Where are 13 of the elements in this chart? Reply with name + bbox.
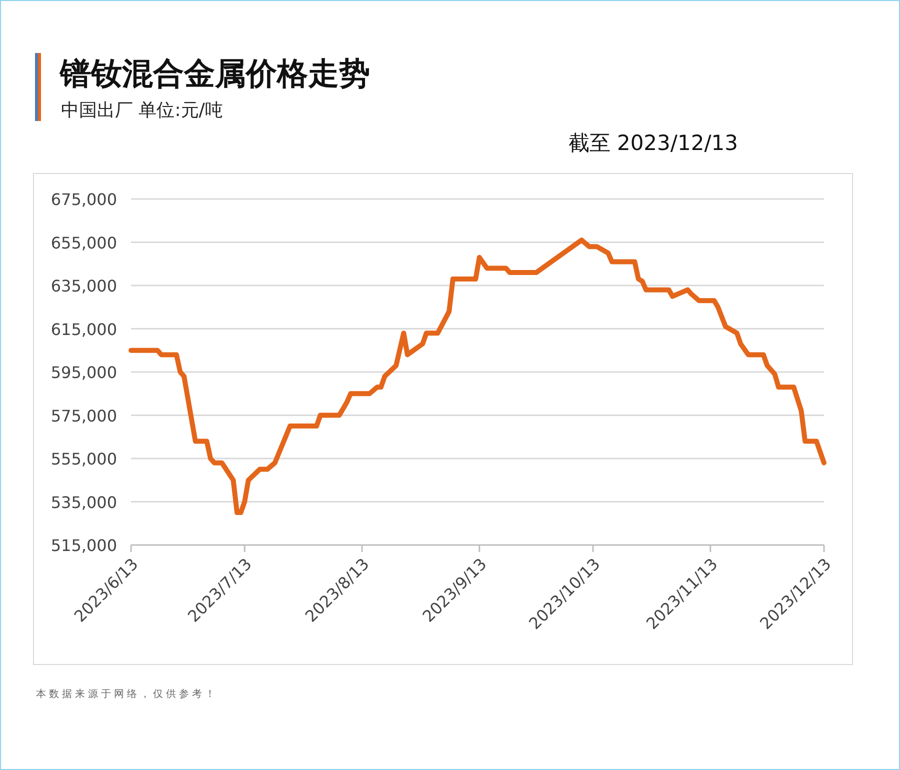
y-tick-label: 635,000 <box>50 276 117 296</box>
y-tick-label: 615,000 <box>50 320 117 339</box>
text: 截至 2023/12/13 <box>568 131 738 155</box>
y-tick-label: 515,000 <box>50 536 117 555</box>
y-tick-label: 595,000 <box>50 363 117 382</box>
y-tick-label: 555,000 <box>50 450 117 468</box>
text: 本数据来源于网络，仅供参考！ <box>36 688 218 700</box>
chart-subtitle: 中国出厂 单位:元/吨 <box>61 100 223 121</box>
y-tick-label: 675,000 <box>50 190 117 209</box>
y-tick-label: 535,000 <box>50 492 117 512</box>
chart-title: 镨钕混合金属价格走势 <box>59 56 370 92</box>
y-tick-label: 655,000 <box>50 233 117 252</box>
y-tick-label: 575,000 <box>50 406 117 426</box>
